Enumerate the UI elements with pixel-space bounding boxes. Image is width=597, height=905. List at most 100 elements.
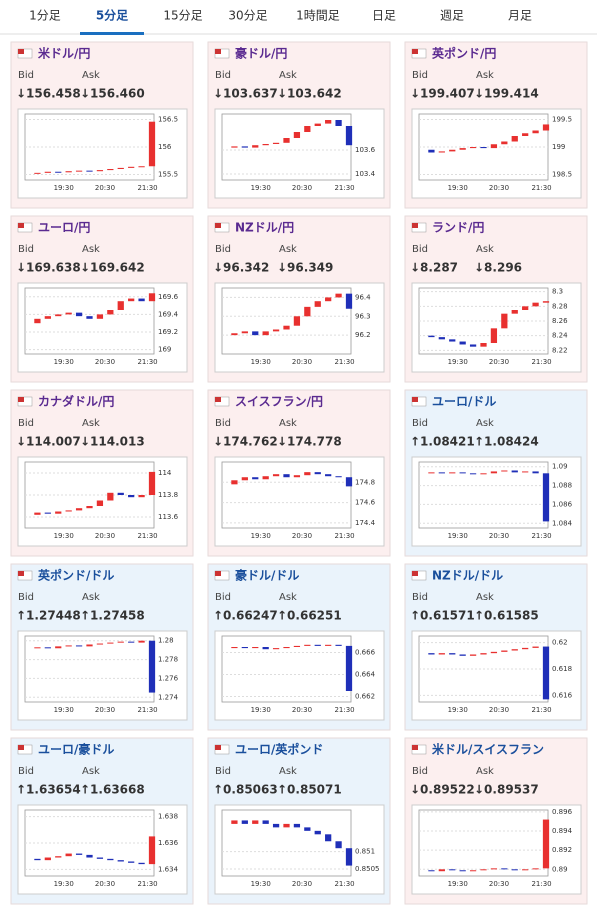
x-tick-label: 19:30	[54, 880, 74, 888]
candle	[293, 316, 301, 326]
pair-name[interactable]: ランド/円	[432, 221, 484, 235]
ask-label: Ask	[279, 766, 297, 777]
tab[interactable]: 1時間足	[296, 9, 340, 23]
candle	[449, 472, 456, 474]
candle	[283, 474, 290, 478]
candle	[335, 644, 342, 646]
tab[interactable]: 5分足	[96, 8, 128, 23]
y-tick-label: 8.22	[552, 346, 568, 354]
ask-label: Ask	[279, 244, 297, 255]
y-tick-label: 169	[158, 346, 171, 354]
y-tick-label: 1.638	[158, 813, 178, 821]
bid-label: Bid	[215, 70, 231, 81]
pair-name[interactable]: ユーロ/ドル	[432, 395, 496, 409]
candle	[65, 510, 72, 512]
x-tick-label: 21:30	[334, 706, 354, 714]
candle	[480, 473, 487, 475]
chart-box	[17, 804, 188, 895]
candle	[542, 473, 550, 522]
pair-name[interactable]: 豪ドル/円	[235, 46, 287, 61]
candle	[522, 647, 529, 650]
candle	[490, 328, 498, 343]
candle	[490, 868, 498, 870]
candle	[325, 297, 332, 302]
candle	[459, 472, 466, 474]
candle	[96, 500, 104, 506]
flag-mark	[18, 49, 24, 54]
pair-name[interactable]: 米ドル/円	[38, 46, 90, 61]
y-tick-label: 103.4	[355, 170, 376, 178]
pair-name[interactable]: ユーロ/豪ドル	[38, 742, 114, 757]
bid-label: Bid	[18, 418, 34, 429]
candle	[138, 298, 145, 302]
candle	[449, 339, 456, 342]
tab[interactable]: 月足	[508, 9, 532, 23]
chart-box	[214, 630, 385, 721]
y-tick-label: 96.4	[355, 293, 371, 301]
pair-name[interactable]: ユーロ/英ポンド	[235, 742, 323, 757]
candle	[501, 313, 508, 329]
candle	[128, 641, 135, 643]
candle	[128, 166, 135, 168]
candle	[34, 647, 41, 649]
pair-name[interactable]: 英ポンド/ドル	[38, 568, 114, 583]
pair-name[interactable]: 豪ドル/ドル	[235, 568, 299, 583]
candle	[438, 653, 445, 655]
tab[interactable]: 15分足	[163, 9, 202, 23]
ask-price: ↓103.642	[277, 87, 342, 101]
candle	[252, 647, 259, 649]
chart-box	[17, 630, 188, 721]
bid-label: Bid	[412, 70, 428, 81]
x-tick-label: 20:30	[489, 184, 509, 192]
tab[interactable]: 1分足	[29, 9, 61, 23]
candle	[75, 853, 83, 855]
candle	[293, 823, 301, 828]
pair-name[interactable]: ユーロ/円	[38, 221, 90, 235]
candle	[304, 827, 311, 831]
tab[interactable]: 日足	[372, 9, 396, 23]
tab[interactable]: 週足	[440, 9, 464, 23]
x-tick-label: 19:30	[448, 358, 468, 366]
y-tick-label: 0.896	[552, 808, 573, 816]
y-tick-label: 174.4	[355, 519, 376, 527]
ask-label: Ask	[82, 592, 100, 603]
y-tick-label: 0.662	[355, 693, 375, 701]
pair-name[interactable]: 米ドル/スイスフラン	[432, 742, 544, 757]
chart-box	[214, 108, 385, 199]
flag-mark	[18, 745, 24, 750]
candle	[469, 344, 477, 347]
x-tick-label: 19:30	[448, 532, 468, 540]
candle	[252, 331, 259, 336]
x-tick-label: 21:30	[531, 184, 551, 192]
candle	[501, 470, 508, 472]
candle	[252, 145, 259, 148]
pair-name[interactable]: NZドル/ドル	[432, 569, 503, 583]
candle	[501, 650, 508, 652]
candle	[128, 298, 135, 302]
pair-name[interactable]: カナダドル/円	[38, 394, 114, 409]
y-tick-label: 8.26	[552, 317, 568, 325]
candle	[325, 834, 332, 842]
candle	[241, 477, 248, 481]
ask-price: ↑1.63668	[80, 783, 145, 797]
ask-label: Ask	[476, 592, 494, 603]
candle	[522, 471, 529, 473]
ask-price: ↑1.27458	[80, 609, 145, 623]
candle	[511, 136, 518, 142]
candle	[335, 476, 342, 478]
candle	[96, 643, 104, 645]
y-tick-label: 1.278	[158, 656, 178, 664]
pair-name[interactable]: 英ポンド/円	[432, 46, 496, 61]
candle	[262, 476, 269, 480]
candle	[345, 645, 353, 691]
tab[interactable]: 30分足	[228, 9, 267, 23]
bid-label: Bid	[412, 592, 428, 603]
candle	[55, 511, 62, 514]
pair-name[interactable]: NZドル/円	[235, 221, 294, 235]
plot-frame	[221, 287, 352, 355]
chart-box	[411, 282, 582, 373]
candle	[44, 316, 51, 319]
pair-name[interactable]: スイスフラン/円	[235, 395, 323, 409]
candle	[44, 857, 51, 861]
